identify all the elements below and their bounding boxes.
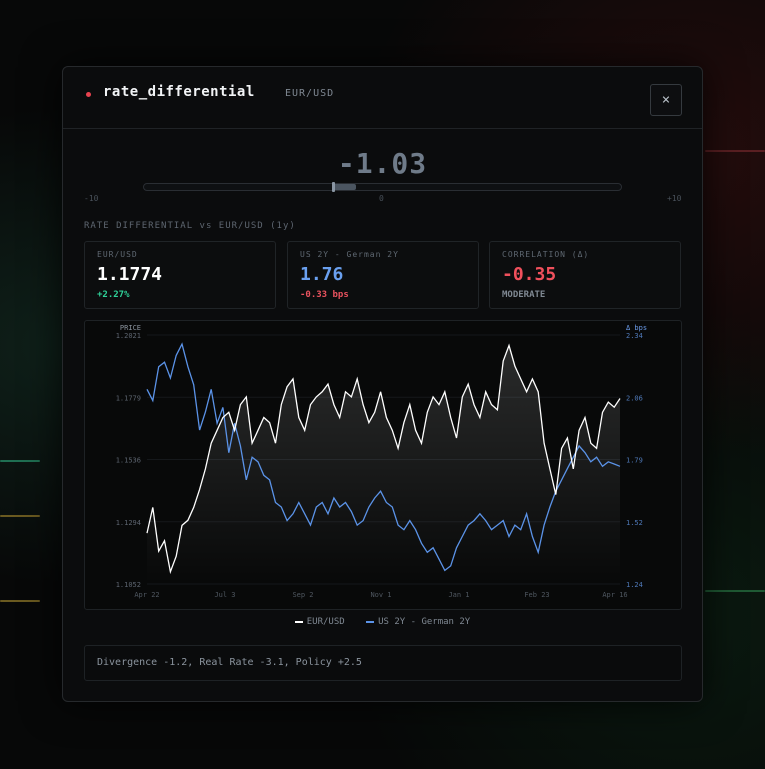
gauge-slider[interactable]	[143, 182, 622, 192]
eurusd-area	[147, 345, 620, 584]
section-title: RATE DIFFERENTIAL vs EUR/USD (1y)	[84, 221, 296, 231]
card-label: EUR/USD	[97, 250, 138, 259]
legend-swatch	[294, 620, 303, 623]
factor-note-text: Divergence -1.2, Real Rate -3.1, Policy …	[97, 657, 362, 668]
y-tick-label-right: 1.24	[626, 581, 643, 589]
y-tick-label-left: 1.2021	[116, 332, 141, 340]
modal-subtitle: EUR/USD	[285, 88, 335, 99]
gauge-min-label: -10	[84, 194, 99, 203]
background-decoration	[0, 460, 40, 462]
modal-title: rate_differential	[103, 84, 255, 100]
y-tick-label-left: 1.1294	[116, 519, 141, 527]
y-tick-label-left: 1.1052	[116, 581, 141, 589]
background-decoration	[0, 600, 40, 602]
gauge-thumb[interactable]	[331, 182, 335, 192]
legend-item-spread: US 2Y - German 2Y	[366, 617, 470, 627]
series-line-eurusd	[146, 343, 621, 575]
modal-header: rate_differential EUR/USD ×	[63, 67, 702, 129]
y-tick-label-right: 1.79	[626, 457, 643, 465]
stat-card-spread: US 2Y - German 2Y 1.76 -0.33 bps	[287, 241, 479, 309]
stat-card-eurusd: EUR/USD 1.1774 +2.27%	[84, 241, 276, 309]
y-axis-title-left: PRICE	[120, 324, 141, 332]
x-tick-label: Apr 22	[134, 591, 159, 599]
background-decoration	[705, 590, 765, 592]
y-tick-label-left: 1.1536	[116, 457, 141, 465]
status-dot	[86, 92, 91, 97]
card-label: CORRELATION (Δ)	[502, 250, 590, 259]
dual-axis-chart: 1.2021 2.34 1.1779 2.06 1.1536 1.79 1.1294 1.52…	[84, 320, 682, 610]
stat-card-correlation: CORRELATION (Δ) -0.35 MODERATE	[489, 241, 681, 309]
background-decoration	[0, 515, 40, 517]
series-line-spread	[146, 342, 621, 572]
background-decoration	[705, 150, 765, 152]
x-tick-label: Sep 2	[292, 591, 313, 599]
close-button[interactable]: ×	[650, 84, 682, 116]
chart-svg: 1.2021 2.34 1.1779 2.06 1.1536 1.79 1.1294 1.52…	[116, 324, 647, 599]
x-tick-label: Nov 1	[370, 591, 391, 599]
card-change: -0.33 bps	[300, 290, 349, 300]
legend-label: EUR/USD	[306, 617, 345, 627]
x-tick-label: Apr 16	[602, 591, 627, 599]
gauge-value: -1.03	[337, 147, 428, 180]
card-value: 1.1774	[97, 264, 163, 285]
legend-label: US 2Y - German 2Y	[378, 617, 471, 627]
gauge-max-label: +10	[667, 194, 682, 203]
x-tick-label: Jan 1	[448, 591, 469, 599]
rate-differential-modal: rate_differential EUR/USD × -1.03 -10 0 …	[62, 66, 703, 702]
card-label: US 2Y - German 2Y	[300, 250, 399, 259]
x-tick-label: Jul 3	[214, 591, 235, 599]
chart-legend: EUR/USD US 2Y - German 2Y	[63, 617, 702, 627]
y-tick-label-right: 2.34	[626, 332, 643, 340]
y-axis-title-right: Δ bps	[626, 324, 647, 332]
card-value: -0.35	[502, 264, 557, 285]
y-tick-label-left: 1.1779	[116, 394, 141, 402]
y-tick-label-right: 2.06	[626, 394, 643, 402]
close-icon: ×	[661, 92, 671, 108]
card-change: +2.27%	[97, 290, 130, 300]
legend-swatch	[366, 620, 375, 623]
factor-note: Divergence -1.2, Real Rate -3.1, Policy …	[84, 645, 682, 681]
legend-item-eurusd: EUR/USD	[294, 617, 345, 627]
card-value: 1.76	[300, 264, 344, 285]
gauge-fill	[331, 184, 357, 190]
y-tick-label-right: 1.52	[626, 519, 643, 527]
gauge-mid-label: 0	[379, 194, 384, 203]
card-status: MODERATE	[502, 290, 546, 300]
x-tick-label: Feb 23	[524, 591, 549, 599]
